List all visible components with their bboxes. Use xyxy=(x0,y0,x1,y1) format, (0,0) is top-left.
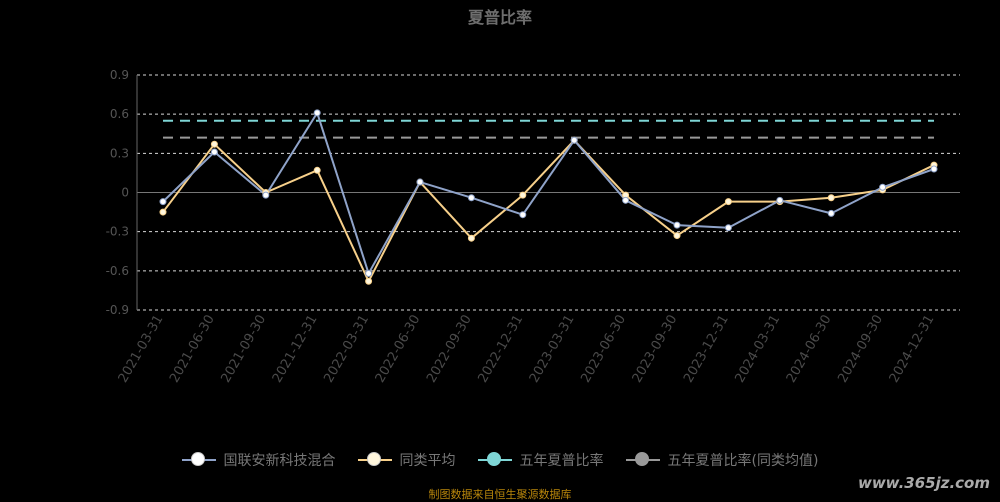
data-point-fund xyxy=(365,269,373,277)
data-point-fund xyxy=(519,211,527,219)
x-tick-label: 2022-06-30 xyxy=(373,313,424,386)
data-point-fund xyxy=(159,198,167,206)
data-point-fund xyxy=(673,221,681,229)
data-point-fund xyxy=(467,194,475,202)
data-point-fund xyxy=(622,196,630,204)
data-point-fund xyxy=(879,183,887,191)
data-source-note: 制图数据来自恒生聚源数据库 xyxy=(428,488,572,501)
series-line-category-average xyxy=(162,139,935,283)
x-tick-label: 2021-06-30 xyxy=(167,313,218,386)
data-point-category-average xyxy=(724,198,732,206)
y-tick-label: 0.6 xyxy=(110,107,129,121)
data-point-category-average xyxy=(827,194,835,202)
x-tick-label: 2023-09-30 xyxy=(630,313,681,386)
chart-title: 夏普比率 xyxy=(467,8,532,27)
x-tick-label: 2023-12-31 xyxy=(681,313,732,386)
legend-label-five-year-sharpe-category: 五年夏普比率(同类均值) xyxy=(667,453,819,469)
legend-item-five-year-sharpe[interactable]: 五年夏普比率 xyxy=(477,450,604,470)
legend-item-fund[interactable]: 国联安新科技混合 xyxy=(181,450,336,470)
data-point-fund xyxy=(724,224,732,232)
x-tick-label: 2022-12-31 xyxy=(475,313,526,386)
y-tick-label: -0.3 xyxy=(106,225,129,239)
data-point-category-average xyxy=(159,208,167,216)
legend-label-category-average: 同类平均 xyxy=(399,453,456,469)
data-point-fund xyxy=(827,209,835,217)
y-tick-label: -0.9 xyxy=(106,303,129,317)
legend: 国联安新科技混合 同类平均 五年夏普比率 五年夏普比率(同类均值) xyxy=(0,450,1000,470)
legend-label-fund: 国联安新科技混合 xyxy=(223,453,336,469)
x-tick-label: 2023-03-31 xyxy=(527,313,578,386)
legend-item-category-average[interactable]: 同类平均 xyxy=(357,450,456,470)
data-point-category-average xyxy=(673,232,681,240)
data-point-category-average xyxy=(313,166,321,174)
y-tick-label: -0.6 xyxy=(106,264,129,278)
y-tick-label: 0 xyxy=(121,186,129,200)
data-point-category-average xyxy=(467,234,475,242)
x-tick-label: 2022-09-30 xyxy=(424,313,475,386)
data-point-fund xyxy=(930,165,938,173)
x-tick-label: 2024-12-31 xyxy=(887,313,938,386)
data-point-category-average xyxy=(519,191,527,199)
x-tick-label: 2021-12-31 xyxy=(270,313,321,386)
series-line-fund xyxy=(162,111,935,275)
data-point-fund xyxy=(776,196,784,204)
legend-marker-five-year-sharpe xyxy=(477,451,512,469)
x-tick-label: 2021-09-30 xyxy=(218,313,269,386)
site-watermark: www.365jz.com xyxy=(857,474,990,492)
x-tick-label: 2022-03-31 xyxy=(321,313,372,386)
legend-marker-five-year-sharpe-category xyxy=(625,451,660,469)
x-tick-label: 2024-09-30 xyxy=(835,313,886,386)
legend-marker-category-average xyxy=(357,451,392,469)
legend-label-five-year-sharpe: 五年夏普比率 xyxy=(519,453,604,469)
y-tick-label: 0.9 xyxy=(110,68,129,82)
y-tick-label: 0.3 xyxy=(110,146,129,160)
x-tick-label: 2024-06-30 xyxy=(784,313,835,386)
data-point-category-average xyxy=(210,140,218,148)
data-point-fund xyxy=(262,191,270,199)
legend-marker-fund xyxy=(181,451,216,469)
x-tick-label: 2021-03-31 xyxy=(116,313,167,386)
legend-item-five-year-sharpe-category[interactable]: 五年夏普比率(同类均值) xyxy=(625,450,819,470)
data-point-fund xyxy=(570,136,578,144)
x-tick-label: 2023-06-30 xyxy=(578,313,629,386)
data-point-category-average xyxy=(365,277,373,285)
data-point-fund xyxy=(416,178,424,186)
x-tick-label: 2024-03-31 xyxy=(732,313,783,386)
data-point-fund xyxy=(313,109,321,117)
data-point-fund xyxy=(210,148,218,156)
